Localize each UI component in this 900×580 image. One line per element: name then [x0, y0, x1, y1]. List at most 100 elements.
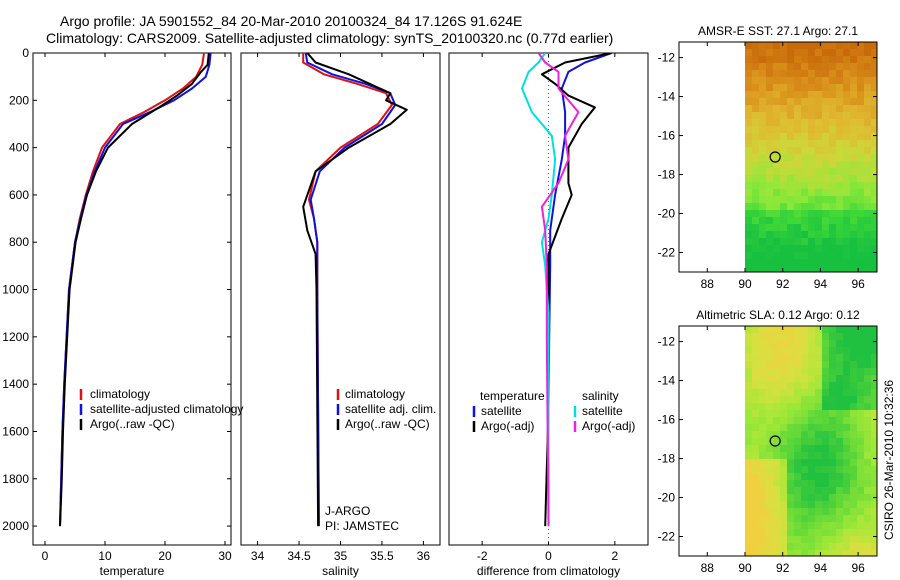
sst_map-heatmap-cell: [745, 252, 753, 260]
sla_map-heatmap-cell: [801, 529, 809, 537]
sst_map-heatmap-cell: [815, 140, 823, 148]
sla_map-heatmap-cell: [836, 396, 844, 404]
sla_map-heatmap-cell: [794, 508, 802, 516]
sla_map-heatmap-cell: [752, 452, 760, 460]
sla_map-heatmap-cell: [815, 354, 823, 362]
sst_map-heatmap-cell: [843, 98, 851, 106]
figure-title-line2: Climatology: CARS2009. Satellite-adjuste…: [46, 30, 613, 46]
sla_map-heatmap-cell: [871, 550, 878, 557]
sst_map-ytick-label: -22: [658, 246, 676, 260]
sst_map-heatmap-cell: [815, 91, 823, 99]
sst_map-heatmap-cell: [759, 224, 767, 232]
sla_map-heatmap-cell: [815, 424, 823, 432]
sla_map-heatmap-cell: [864, 326, 872, 334]
sst_map-heatmap-cell: [857, 56, 865, 64]
sst_map-profile-location-marker: [769, 151, 781, 163]
sla_map-heatmap-cell: [745, 515, 753, 523]
salinity-annotation-jargo: J-ARGO: [325, 504, 370, 518]
sla_map-heatmap-cell: [843, 368, 851, 376]
sst_map-heatmap-cell: [801, 196, 809, 204]
sla_map-heatmap-cell: [850, 396, 858, 404]
sst_map-heatmap-cell: [822, 224, 830, 232]
sla_map-heatmap-cell: [801, 466, 809, 474]
sst_map-xtick-label: 92: [776, 277, 790, 291]
sla_map-heatmap-cell: [843, 389, 851, 397]
sla_map-heatmap-cell: [752, 389, 760, 397]
sst_map-heatmap-cell: [766, 252, 774, 260]
sst_map-heatmap-cell: [745, 168, 753, 176]
sla_map-ytick-label: -14: [658, 374, 676, 388]
sla_map-heatmap-cell: [752, 396, 760, 404]
sst_map-heatmap-cell: [836, 252, 844, 260]
temperature-series-satellite-adjusted-climatology: [59, 53, 212, 527]
sla_map-heatmap-cell: [787, 494, 795, 502]
sst_map-heatmap-cell: [801, 63, 809, 71]
sla_map-heatmap-cell: [871, 515, 878, 523]
sst_map-heatmap-cell: [787, 252, 795, 260]
sst_map-heatmap-cell: [780, 105, 788, 113]
sst_map-heatmap-cell: [864, 42, 872, 50]
sst_map-heatmap-cell: [822, 112, 830, 120]
sla_map-heatmap-cell: [759, 326, 767, 334]
sst_map-heatmap-cell: [745, 91, 753, 99]
sla_map-heatmap-cell: [745, 375, 753, 383]
sla_map-heatmap-cell: [836, 487, 844, 495]
sst_map-heatmap-cell: [808, 126, 816, 134]
sst_map-heatmap-cell: [864, 70, 872, 78]
sst_map-heatmap-cell: [836, 49, 844, 57]
sla_map-heatmap-cell: [871, 326, 878, 334]
sst_map-heatmap-cell: [864, 217, 872, 225]
sst-map-panel: AMSR-E SST: 27.1 Argo: 27.1 88 90 92 94 96 -12…: [658, 24, 878, 291]
sla_map-heatmap-cell: [822, 410, 830, 418]
sla_map-heatmap-cell: [752, 543, 760, 551]
sla_map-heatmap-cell: [815, 445, 823, 453]
sst_map-heatmap-cell: [857, 238, 865, 246]
sla_map-heatmap-cell: [759, 382, 767, 390]
sla_map-heatmap-cell: [745, 536, 753, 544]
temperature-axes-frame: [32, 52, 232, 546]
sla_map-heatmap-cell: [745, 550, 753, 557]
temperature-legend-label: satellite-adjusted climatology: [90, 402, 243, 416]
sla_map-heatmap-cell: [801, 368, 809, 376]
sla_map-heatmap-cell: [829, 550, 837, 557]
sla_map-heatmap-cell: [822, 515, 830, 523]
sst_map-heatmap-cell: [843, 245, 851, 253]
sla_map-heatmap-cell: [808, 494, 816, 502]
sst_map-heatmap-cell: [836, 147, 844, 155]
sla_map-heatmap-cell: [857, 389, 865, 397]
sla_map-axes-frame: [678, 325, 878, 557]
sla_map-heatmap-cell: [836, 536, 844, 544]
sst_map-heatmap-cell: [850, 140, 858, 148]
sla_map-heatmap-cell: [808, 410, 816, 418]
sst_map-heatmap-cell: [815, 259, 823, 267]
sst_map-ytick-label: -20: [658, 207, 676, 221]
sst_map-heatmap-cell: [808, 84, 816, 92]
sst_map-heatmap-cell: [745, 84, 753, 92]
sla_map-title: Altimetric SLA: 0.12 Argo: 0.12: [696, 308, 860, 322]
sla_map-heatmap-cell: [857, 354, 865, 362]
sla_map-heatmap-cell: [829, 417, 837, 425]
sst_map-heatmap-cell: [752, 224, 760, 232]
sla_map-heatmap-cell: [871, 431, 878, 439]
sst_map-heatmap-cell: [787, 224, 795, 232]
sst_map-heatmap-cell: [808, 42, 816, 50]
sla_map-heatmap-cell: [871, 361, 878, 369]
sla_map-heatmap-cell: [766, 522, 774, 530]
sla_map-heatmap-cell: [787, 326, 795, 334]
salinity-xtick-label: 35.5: [370, 549, 394, 563]
sla_map-heatmap-cell: [759, 452, 767, 460]
sla_map-heatmap-cell: [780, 326, 788, 334]
sst_map-heatmap-cell: [850, 154, 858, 162]
sla_map-heatmap-cell: [794, 550, 802, 557]
sst_map-heatmap-cell: [752, 217, 760, 225]
sla_map-heatmap-cell: [787, 354, 795, 362]
sst_map-heatmap-cell: [759, 77, 767, 85]
sst_map-heatmap-cell: [808, 217, 816, 225]
sla_map-heatmap-cell: [857, 410, 865, 418]
sla_map-heatmap-cell: [745, 361, 753, 369]
sst_map-heatmap-cell: [780, 84, 788, 92]
sst_map-heatmap-cell: [864, 84, 872, 92]
sla_map-heatmap-cell: [780, 361, 788, 369]
sla_map-heatmap-cell: [808, 354, 816, 362]
sla_map-heatmap-cell: [808, 368, 816, 376]
